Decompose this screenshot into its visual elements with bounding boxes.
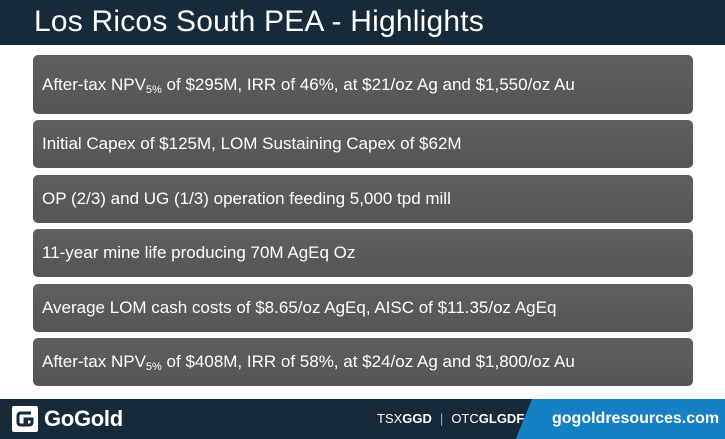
- highlight-text: Average LOM cash costs of $8.65/oz AgEq,…: [42, 297, 557, 317]
- highlight-subscript: 5%: [145, 84, 162, 96]
- highlight-item-capex: Initial Capex of $125M, LOM Sustaining C…: [33, 120, 693, 168]
- highlights-list: After-tax NPV5% of $295M, IRR of 46%, at…: [33, 55, 693, 393]
- highlight-item-npv-base: After-tax NPV5% of $295M, IRR of 46%, at…: [33, 55, 693, 114]
- highlight-subscript: 5%: [145, 361, 162, 374]
- company-logo: GoGold: [12, 406, 123, 432]
- page-title: Los Ricos South PEA - Highlights: [34, 5, 484, 38]
- ticker-separator: |: [439, 411, 444, 426]
- logo-wordmark: GoGold: [44, 406, 123, 431]
- highlight-text: OP (2/3) and UG (1/3) operation feeding …: [42, 188, 451, 208]
- highlight-text: of $295M, IRR of 46%, at $21/oz Ag and $…: [161, 75, 575, 94]
- highlight-text: Initial Capex of $125M, LOM Sustaining C…: [42, 134, 462, 153]
- highlight-item-operation: OP (2/3) and UG (1/3) operation feeding …: [33, 174, 693, 223]
- highlight-item-npv-upside: After-tax NPV5% of $408M, IRR of 58%, at…: [33, 338, 693, 387]
- tsx-prefix: TSX: [377, 411, 403, 426]
- highlight-text: 11-year mine life producing 70M AgEq Oz: [42, 243, 356, 263]
- stock-tickers: TSX GGD | OTC GLGDF: [377, 410, 524, 428]
- highlight-text: After-tax NPV: [42, 75, 146, 94]
- slide-header: Los Ricos South PEA - Highlights: [0, 0, 725, 45]
- website-link[interactable]: gogoldresources.com: [552, 410, 720, 427]
- highlight-text: of $408M, IRR of 58%, at $24/oz Ag and $…: [161, 352, 575, 372]
- tsx-symbol: GGD: [402, 411, 432, 426]
- otc-prefix: OTC: [451, 411, 479, 426]
- otc-symbol: GLGDF: [478, 411, 525, 426]
- highlight-item-mine-life: 11-year mine life producing 70M AgEq Oz: [33, 229, 693, 278]
- highlight-item-costs: Average LOM cash costs of $8.65/oz AgEq,…: [33, 283, 693, 332]
- slide-footer: GoGold TSX GGD | OTC GLGDF gogoldresources…: [0, 399, 725, 439]
- highlight-text: After-tax NPV: [42, 352, 146, 372]
- gogold-g-mark-icon: [12, 406, 38, 432]
